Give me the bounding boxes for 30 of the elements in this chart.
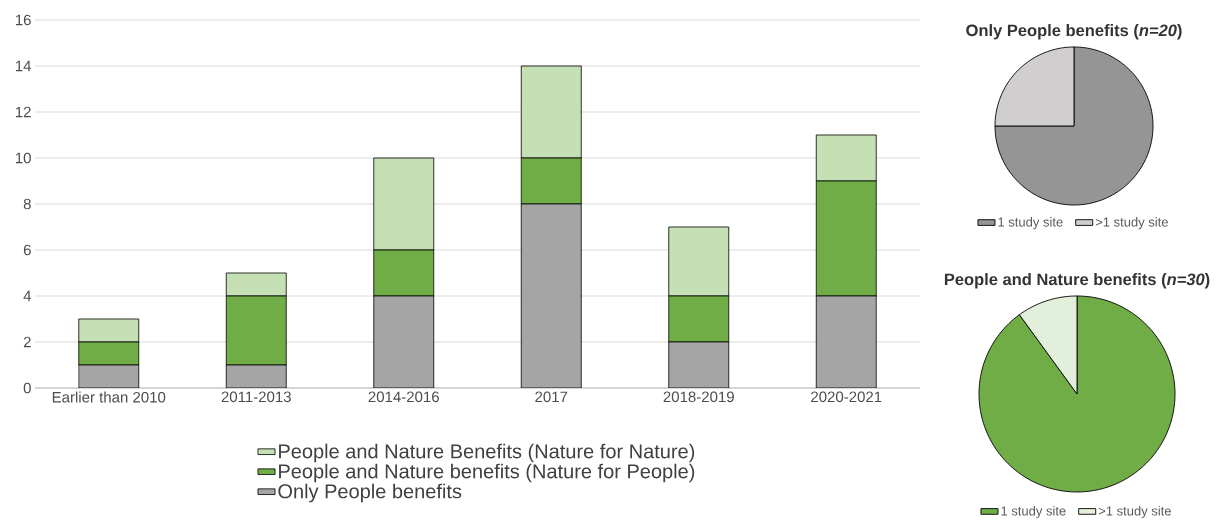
y-tick-label: 8 xyxy=(23,198,31,210)
y-tick-label: 12 xyxy=(15,106,31,118)
x-tick-label: 2011-2013 xyxy=(221,391,291,403)
y-tick-label: 6 xyxy=(23,244,31,256)
chart-title: People and Nature benefits (n=30) xyxy=(944,273,1210,289)
y-tick-label: 0 xyxy=(23,382,31,394)
chart-title: Only People benefits (n=20) xyxy=(966,24,1182,40)
x-tick-label: Earlier than 2010 xyxy=(52,391,166,403)
bar xyxy=(815,295,877,388)
y-tick-label: 10 xyxy=(15,152,31,164)
bar xyxy=(373,295,435,388)
bar xyxy=(225,364,287,388)
y-tick-label: 4 xyxy=(23,290,32,302)
y-tick-label: 2 xyxy=(23,336,31,348)
x-tick-label: 2020-2021 xyxy=(811,391,882,403)
legend-label: People and Nature benefits (Nature for People) xyxy=(279,463,695,483)
legend-label: People and Nature Benefits (Nature for Nature) xyxy=(279,443,695,463)
legend-label: >1 study site xyxy=(1095,217,1168,230)
legend-label: Only People benefits xyxy=(278,483,462,503)
bar xyxy=(78,364,140,388)
y-tick-label: 16 xyxy=(15,14,31,26)
x-tick-label: 2014-2016 xyxy=(368,391,439,403)
bar xyxy=(668,341,730,388)
y-tick-label: 14 xyxy=(15,60,32,72)
legend-label: 1 study site xyxy=(1001,505,1066,519)
legend-label: 1 study site xyxy=(998,217,1063,230)
x-tick-label: 2018-2019 xyxy=(663,391,734,403)
legend-label: >1 study site xyxy=(1098,505,1171,519)
x-tick-label: 2017 xyxy=(535,391,568,403)
bar xyxy=(520,203,582,388)
